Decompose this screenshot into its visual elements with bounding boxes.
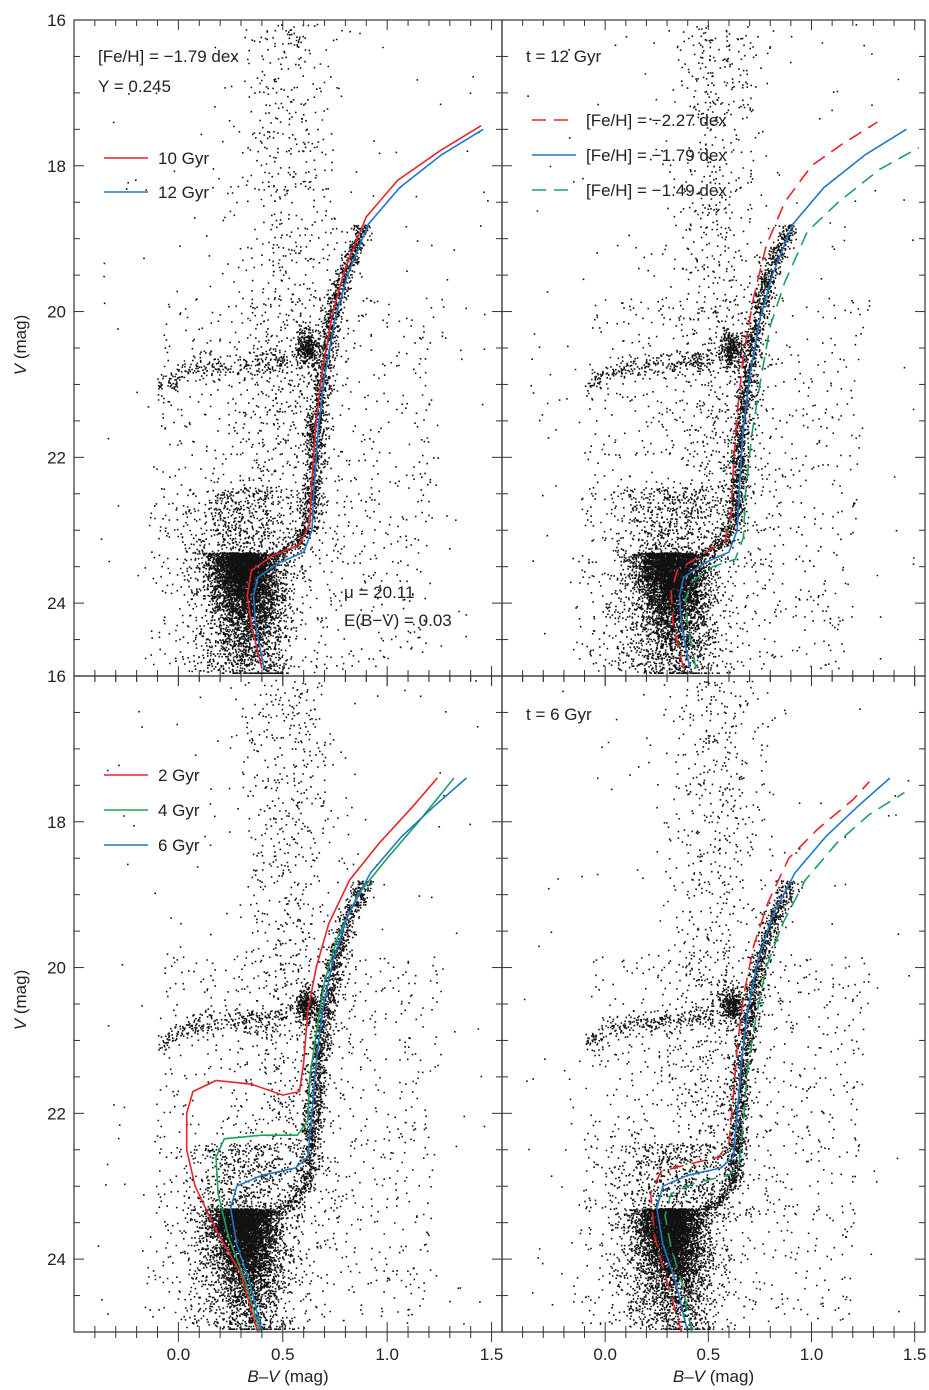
plot-area [97,679,486,1332]
distance-annotation: μ = 20.11 [344,583,414,602]
y-tick-label: 18 [47,813,66,832]
x-tick-label: 0.0 [167,1345,191,1364]
plot-area [100,23,489,675]
y-axis-label: V (mag) [11,970,30,1030]
isochrone-1 [252,128,484,669]
isochrone-2 [664,791,905,1332]
isochrone-2 [684,146,920,669]
x-tick-label: 0.5 [697,1345,721,1364]
y-tick-label: 18 [47,157,66,176]
distance-annotation: E(B−V) = 0.03 [344,611,452,630]
star-field [97,679,486,1330]
legend-label: 4 Gyr [158,801,200,820]
x-tick-label: 1.5 [903,1345,927,1364]
x-tick-label: 1.5 [480,1345,504,1364]
y-tick-label: 24 [47,1250,66,1269]
y-tick-label: 24 [47,594,66,613]
legend-label: [Fe/H] = −1.79 dex [586,146,727,165]
isochrone-0 [246,125,482,669]
x-axis-label: B–V (mag) [673,1367,754,1386]
isochrone-0 [185,777,438,1332]
legend-label: 6 Gyr [158,836,200,855]
y-tick-label: 22 [47,448,66,467]
isochrone-0 [649,781,870,1332]
isochrone-1 [215,777,455,1332]
x-tick-label: 1.0 [375,1345,399,1364]
plot-area [527,24,920,674]
x-tick-label: 0.5 [271,1345,295,1364]
y-axis-label: V (mag) [11,315,30,375]
legend-label: 2 Gyr [158,766,200,785]
y-tick-label: 16 [47,667,66,686]
panel-top-left: 16 18 20 22 24 [Fe/H] = −1.79 dex Y = 0.245 10 … [47,11,503,686]
panel-age: t = 12 Gyr [526,47,601,66]
star-field [527,24,915,674]
y-tick-label: 22 [47,1104,66,1123]
isochrone-0 [670,121,878,669]
panel-bottom-left: 16 18 20 22 24 0.0 0.5 1.0 1.5 2 Gyr 4 Gyr 6 Gyr [47,667,503,1364]
panel-frame [73,19,503,677]
x-tick-label: 0.0 [593,1345,617,1364]
legend-label: 12 Gyr [158,183,209,202]
panel-parameter: Y = 0.245 [98,77,171,96]
star-field [100,23,489,675]
y-tick-label: 16 [47,11,66,30]
isochrone-2 [229,777,468,1332]
panel-parameter: [Fe/H] = −1.79 dex [98,47,239,66]
x-axis-label: B–V (mag) [247,1367,328,1386]
x-tick-label: 1.0 [800,1345,824,1364]
panel-age: t = 6 Gyr [526,705,592,724]
y-tick-label: 20 [47,303,66,322]
isochrone-1 [678,128,907,669]
legend-label: [Fe/H] = −2.27 dex [586,111,727,130]
star-field [523,680,910,1330]
axis-labels: B–V (mag) B–V (mag) V (mag) V (mag) [11,315,754,1386]
y-tick-label: 20 [47,959,66,978]
legend-label: [Fe/H] = −1.49 dex [586,181,727,200]
panel-bottom-right: 0.0 0.5 1.0 1.5 t = 6 Gyr [501,675,927,1364]
isochrone-1 [655,777,891,1332]
panel-top-right: t = 12 Gyr [Fe/H] = −2.27 dex [Fe/H] = −1.… [501,19,926,686]
plot-area [523,680,910,1332]
legend-label: 10 Gyr [158,149,209,168]
